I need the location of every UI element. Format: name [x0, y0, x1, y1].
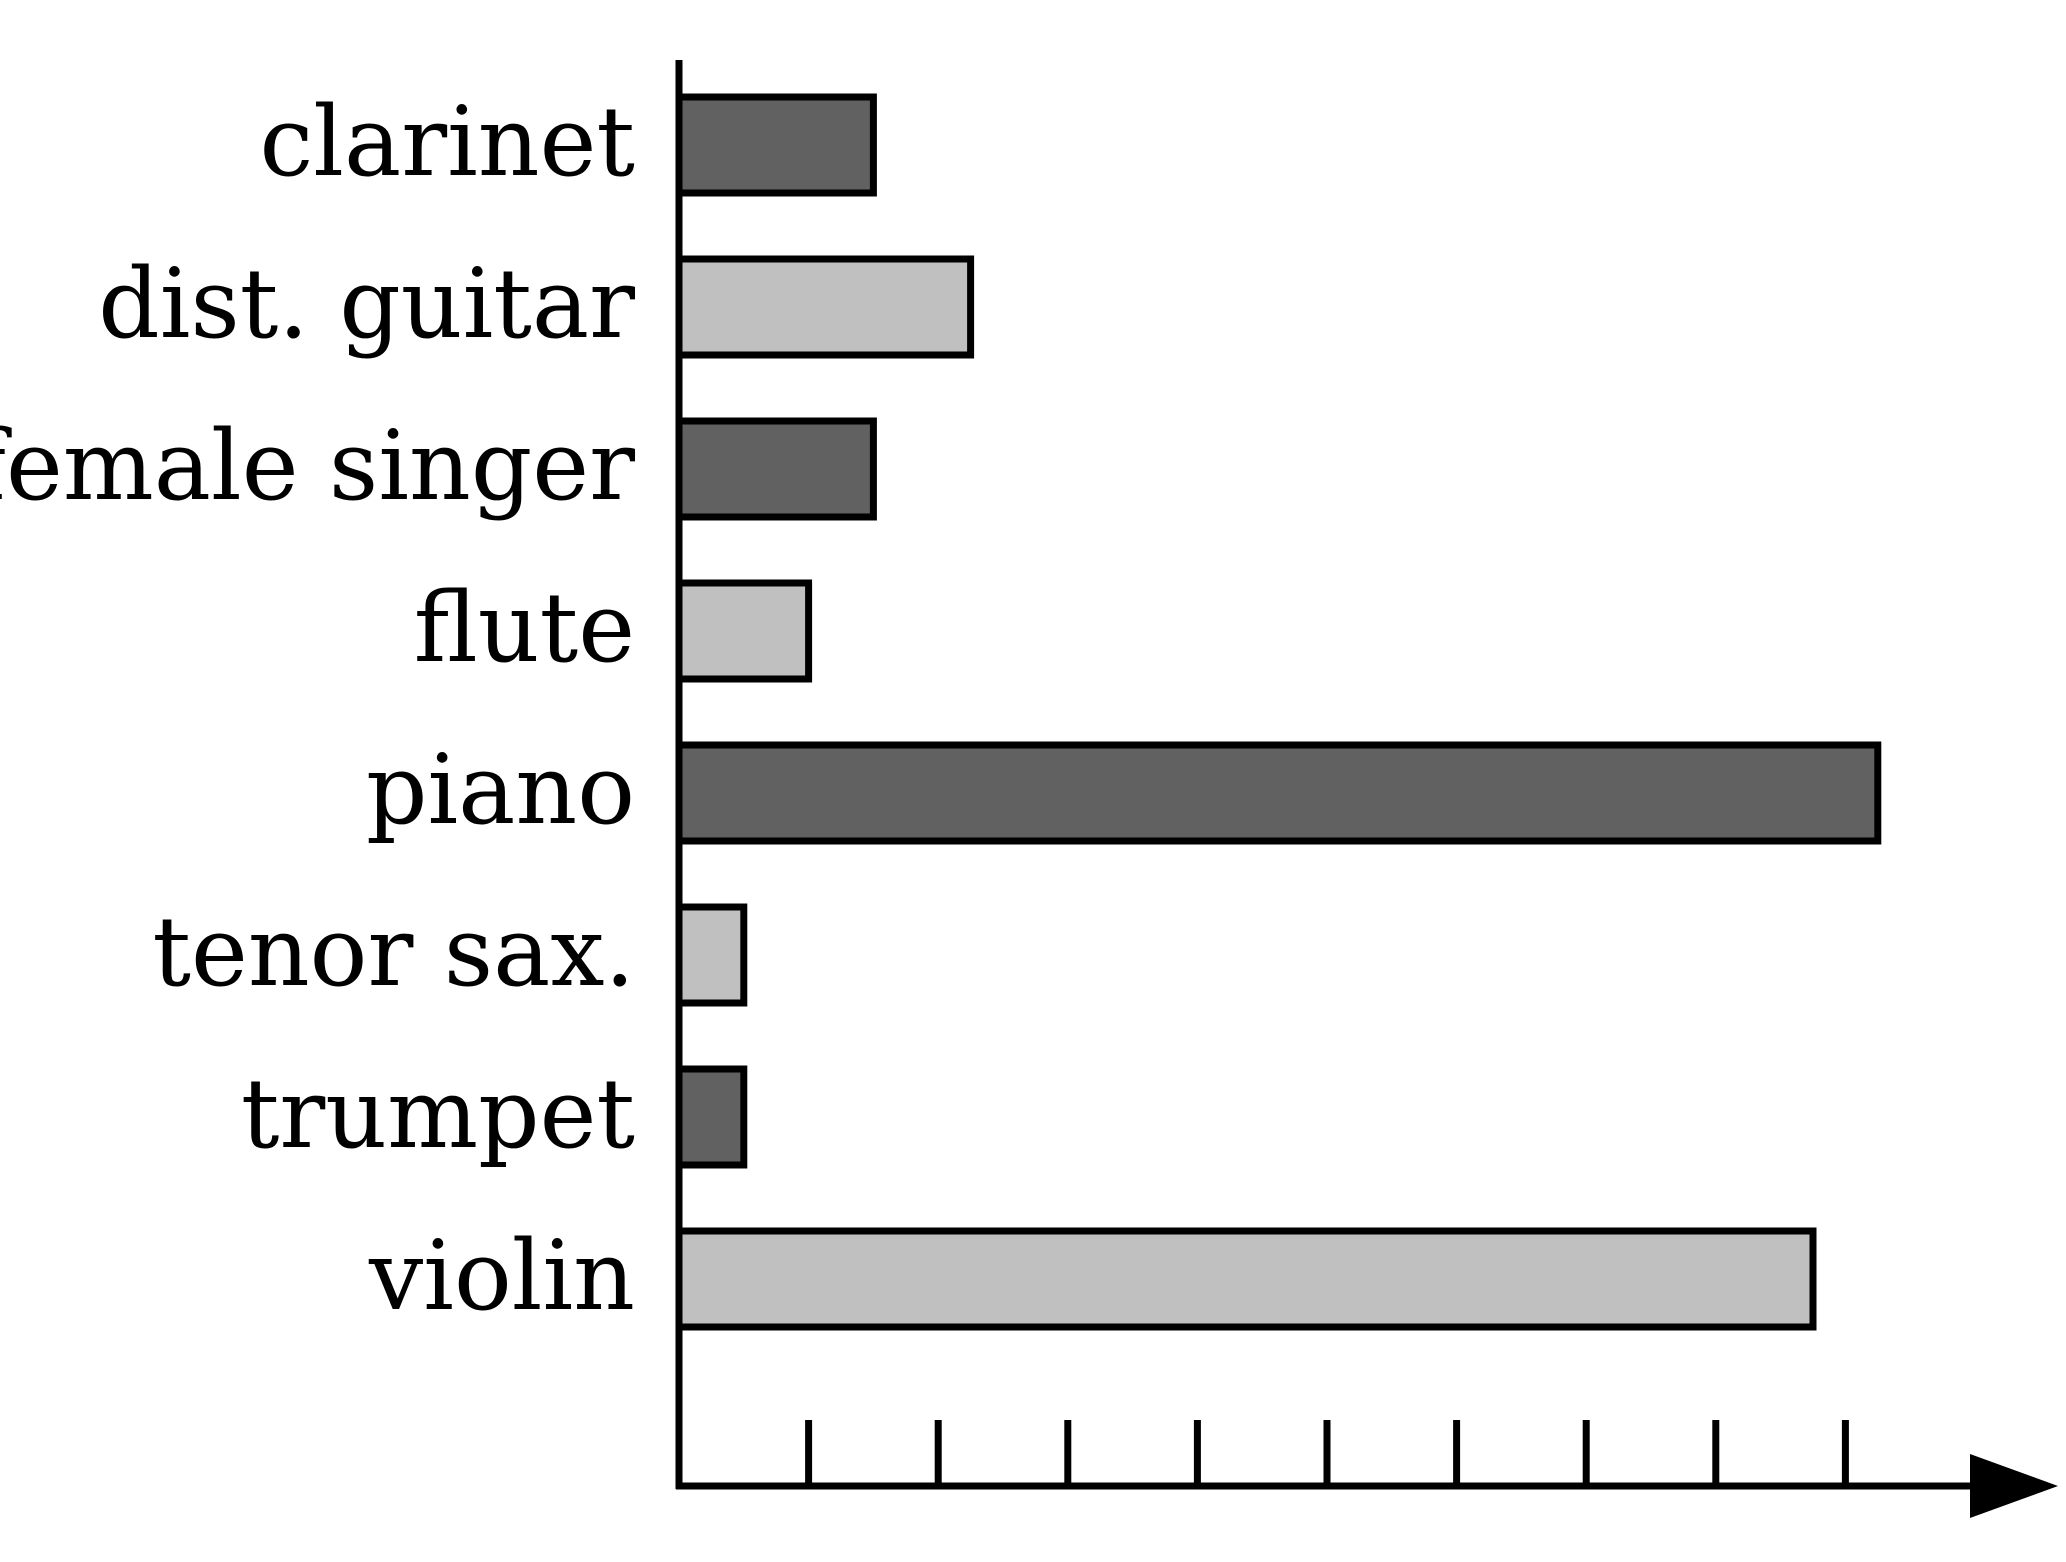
x-axis-ticks	[805, 1420, 1849, 1486]
category-label: violin	[368, 1220, 635, 1332]
bars	[675, 93, 1882, 1331]
bar-clarinet	[675, 93, 877, 197]
bar-dist-guitar	[675, 255, 975, 359]
category-label: flute	[414, 572, 635, 684]
category-label: clarinet	[259, 86, 635, 198]
bar-tenor-sax	[675, 903, 748, 1007]
category-label: female singer	[0, 410, 635, 522]
category-label: trumpet	[241, 1058, 635, 1170]
category-label: dist. guitar	[98, 248, 635, 360]
bar-piano	[675, 741, 1882, 845]
category-label: tenor sax.	[152, 896, 635, 1008]
bar-flute	[675, 579, 813, 683]
bar-violin	[675, 1227, 1817, 1331]
bar-female-singer	[675, 417, 877, 521]
x-axis-arrowhead	[1970, 1454, 2058, 1518]
bar-trumpet	[675, 1065, 748, 1169]
category-label: piano	[366, 734, 635, 846]
category-labels: clarinet dist. guitar female singer flute pi…	[0, 86, 635, 1332]
